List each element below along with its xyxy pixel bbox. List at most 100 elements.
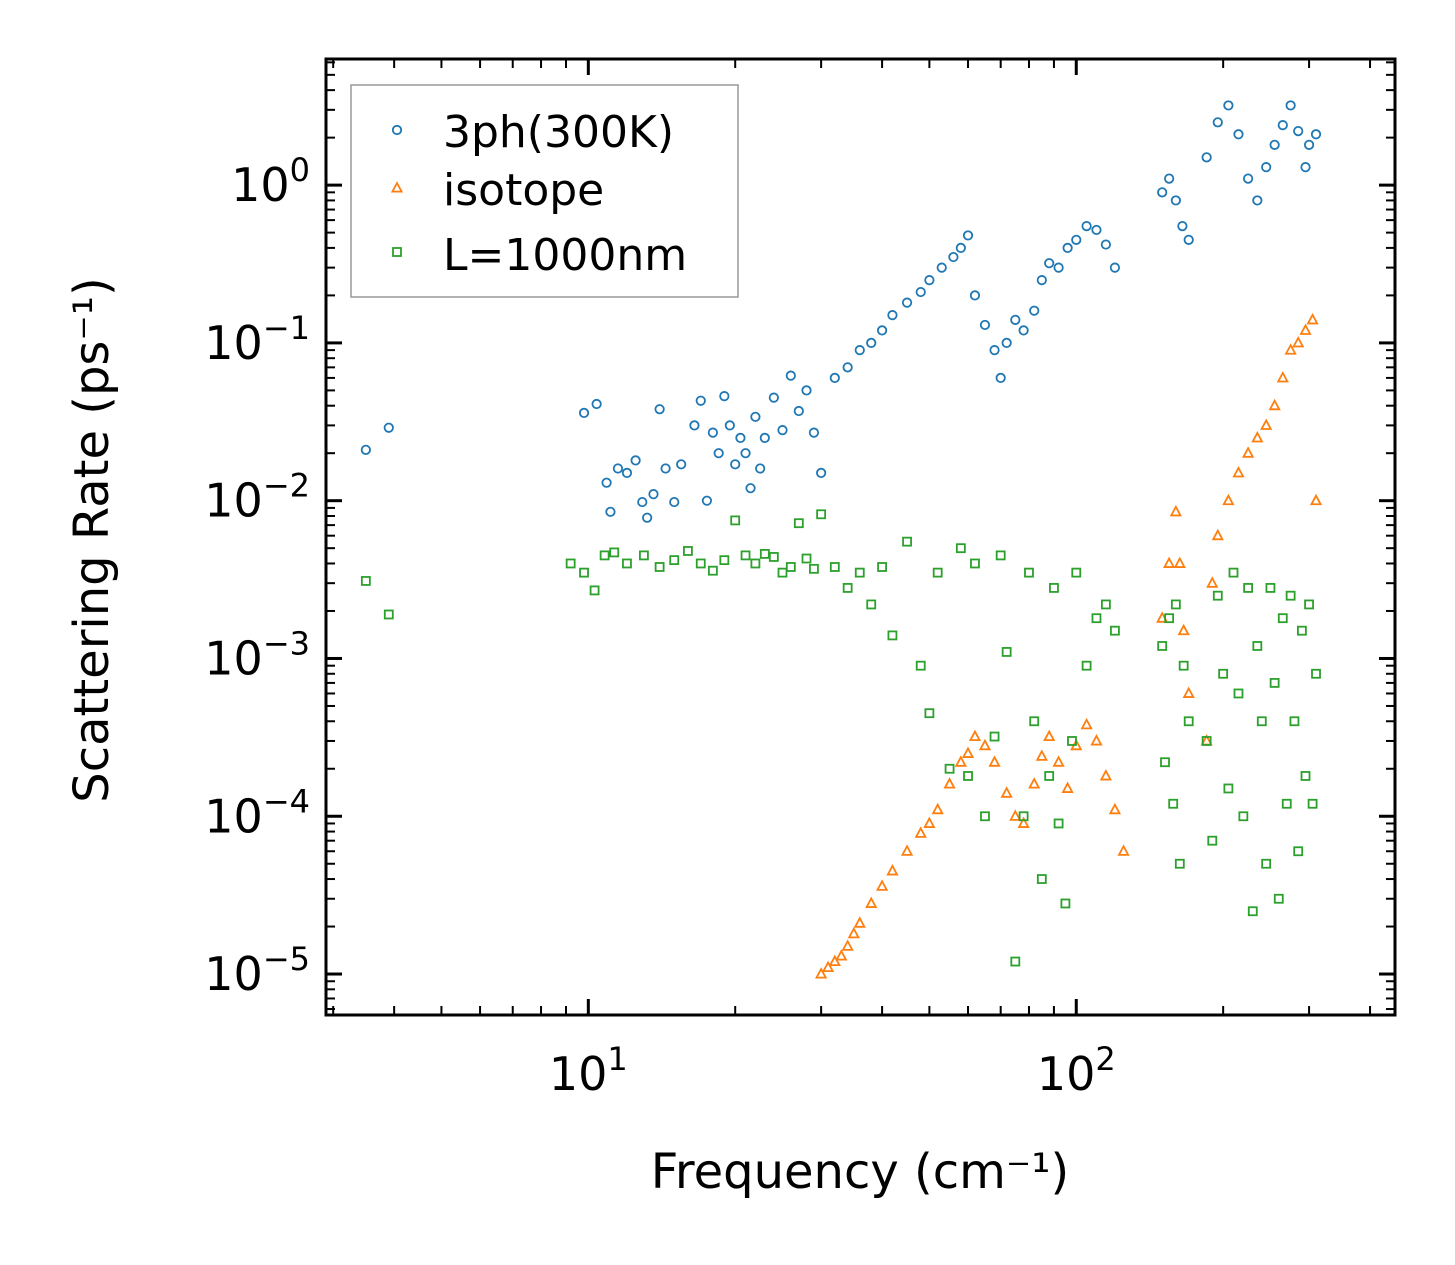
y-tick-label: 100	[231, 151, 310, 212]
data-point	[961, 746, 975, 758]
data-point	[648, 489, 659, 500]
data-point	[854, 567, 865, 578]
data-point	[847, 926, 860, 939]
data-point	[1243, 173, 1254, 184]
data-point	[988, 755, 1001, 767]
data-point	[1285, 590, 1296, 601]
data-point	[955, 543, 966, 554]
data-point	[1310, 129, 1322, 140]
data-point	[612, 463, 624, 474]
data-point	[1157, 187, 1168, 198]
data-point	[713, 448, 724, 459]
data-point	[1170, 599, 1181, 610]
data-point	[1311, 668, 1321, 679]
data-point	[695, 395, 706, 406]
data-point	[669, 496, 680, 508]
data-point	[1306, 312, 1319, 325]
data-point	[1036, 275, 1047, 286]
data-point	[829, 372, 840, 384]
data-point	[1053, 818, 1064, 829]
x-axis-label: Frequency (cm⁻¹)	[651, 1144, 1069, 1200]
data-point	[1277, 613, 1288, 624]
data-point	[1160, 757, 1170, 768]
data-point	[914, 826, 927, 838]
data-point	[768, 552, 779, 562]
data-point	[841, 939, 854, 951]
data-point	[1260, 418, 1273, 430]
data-point	[1029, 716, 1040, 727]
data-point	[1173, 556, 1186, 568]
data-point	[719, 391, 730, 402]
data-point	[936, 262, 947, 273]
data-point	[969, 290, 981, 301]
data-point	[1300, 162, 1311, 173]
data-point	[1001, 647, 1012, 657]
data-point	[979, 319, 991, 331]
data-point	[639, 550, 649, 561]
data-point	[768, 392, 779, 403]
data-point	[1178, 660, 1189, 671]
data-point	[875, 879, 889, 891]
data-point	[599, 550, 610, 561]
data-point	[877, 562, 887, 572]
data-point	[1053, 262, 1064, 273]
data-point	[995, 372, 1006, 384]
data-point	[1201, 736, 1212, 746]
data-point	[1081, 660, 1092, 671]
data-point	[1164, 613, 1175, 624]
data-point	[900, 844, 914, 856]
data-point	[923, 816, 936, 828]
data-point	[1304, 599, 1314, 610]
data-point	[1091, 613, 1102, 624]
data-point	[755, 463, 766, 474]
data-point	[1108, 802, 1122, 815]
data-point	[1018, 811, 1029, 822]
data-point	[1232, 465, 1245, 478]
data-point	[915, 660, 926, 671]
data-point	[669, 555, 680, 566]
data-point	[793, 518, 804, 529]
data-point	[980, 811, 990, 822]
data-point	[654, 404, 665, 415]
data-point	[1206, 576, 1219, 588]
data-point	[1183, 716, 1194, 727]
data-point	[1201, 152, 1212, 163]
data-point	[808, 427, 820, 438]
data-point	[740, 448, 751, 459]
data-point	[1100, 239, 1111, 250]
data-point	[785, 370, 796, 381]
data-point	[962, 230, 974, 241]
data-point	[1110, 625, 1120, 636]
data-point	[1009, 809, 1022, 821]
data-point	[589, 585, 600, 596]
y-tick-label: 10−1	[204, 309, 310, 370]
data-point	[1228, 567, 1239, 578]
x-tick-labels: 101 102	[549, 1040, 1116, 1101]
data-point	[1168, 798, 1179, 809]
legend-marker	[391, 124, 403, 136]
legend-label-boundary: L=1000nm	[443, 230, 687, 281]
data-point	[828, 954, 841, 967]
data-point	[943, 777, 956, 789]
data-point	[1238, 811, 1249, 822]
data-point	[1061, 781, 1074, 793]
data-point	[1269, 678, 1280, 688]
data-point	[963, 771, 973, 781]
y-tick-label: 10−2	[204, 467, 310, 528]
data-point	[901, 297, 913, 308]
y-tick-label: 10−3	[204, 624, 310, 685]
y-tick-labels: 100 10−1 10−2 10−3 10−4 10−5	[204, 151, 310, 1001]
data-point	[1157, 641, 1168, 651]
data-point	[816, 467, 827, 479]
data-point	[1261, 162, 1272, 173]
data-point	[931, 802, 944, 815]
data-point	[1256, 716, 1267, 727]
data-point	[1060, 898, 1071, 909]
data-point	[915, 286, 926, 298]
data-point	[1177, 220, 1188, 232]
data-point	[1044, 258, 1055, 269]
y-tick-label: 10−4	[204, 782, 310, 843]
data-point	[591, 398, 602, 410]
data-point	[902, 536, 912, 547]
data-point	[360, 444, 371, 455]
